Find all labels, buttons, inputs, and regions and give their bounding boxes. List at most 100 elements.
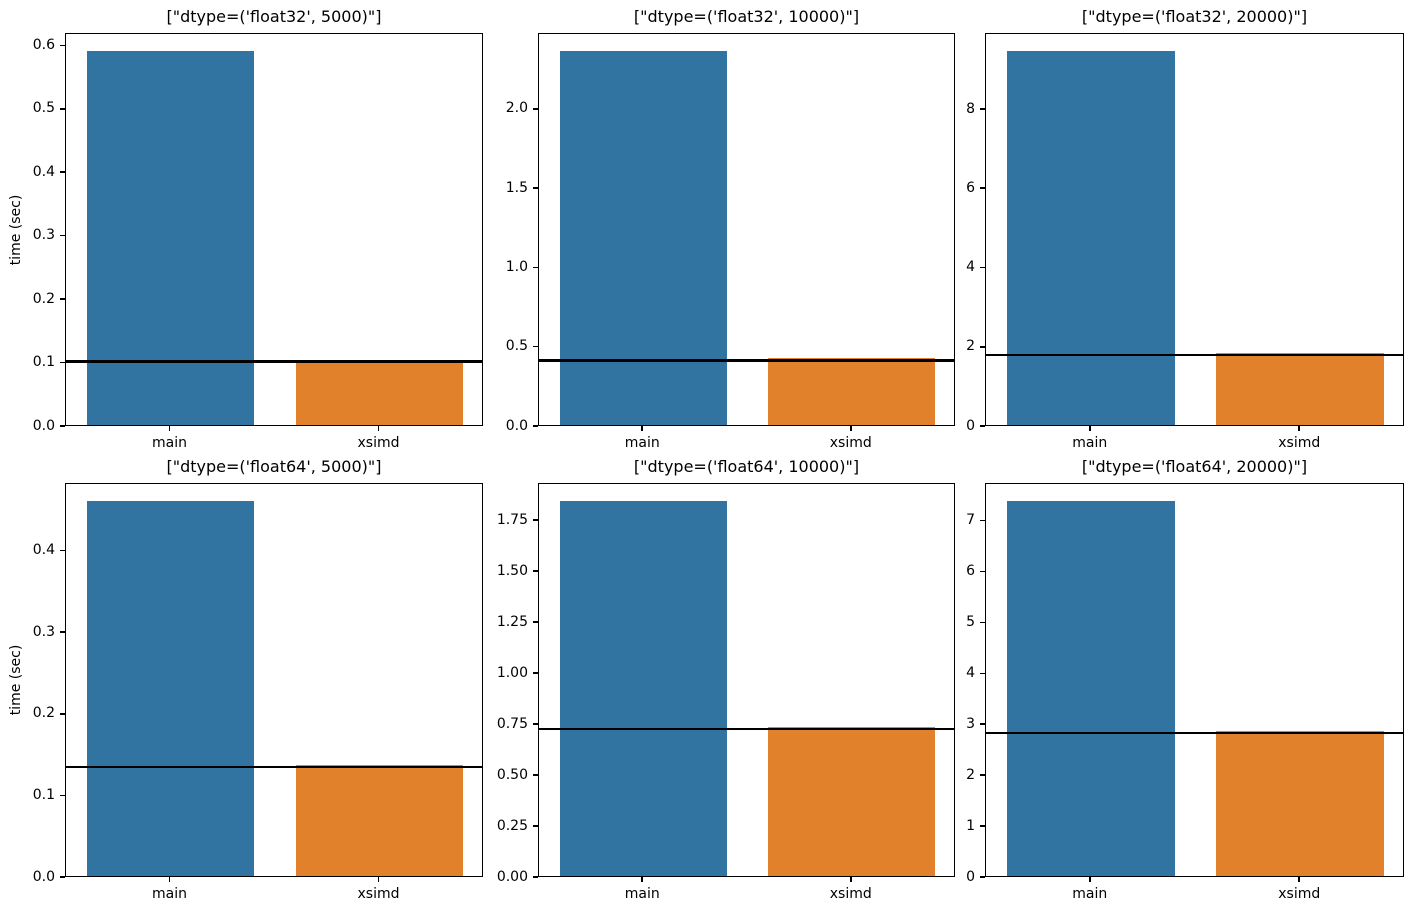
y-tick-mark [980,345,985,348]
y-tick-label: 8 [966,100,975,117]
bar-xsimd [768,727,936,876]
y-tick-mark [60,794,65,797]
x-tick-label: main [624,435,660,451]
y-tick-label: 2.0 [505,100,528,117]
y-tick-label: 0.6 [32,36,55,53]
x-tick-mark [1088,877,1091,882]
x-tick-mark [1298,877,1301,882]
y-tick-label: 0.0 [32,868,55,885]
bar-main [559,50,727,425]
y-tick-label: 0.25 [496,817,528,834]
y-tick-mark [60,44,65,47]
x-tick-label: xsimd [357,435,400,451]
y-tick-mark [533,672,538,674]
y-tick-mark [60,876,65,878]
y-tick-mark [533,825,538,827]
y-tick-mark [980,519,985,522]
subplot-title: ["dtype=('float64', 20000)"] [1081,457,1308,476]
x-tick-label: main [1072,886,1108,902]
reference-hline [986,731,1403,735]
y-tick-mark [533,519,538,521]
bar-main [1006,500,1175,876]
y-tick-label: 1.00 [496,664,528,681]
bar-xsimd [1216,730,1385,876]
axes-box [65,33,483,426]
y-tick-label: 6 [966,563,975,580]
y-axis-label: time (sec) [8,194,24,265]
y-tick-mark [533,621,538,623]
x-tick-label: xsimd [829,435,872,451]
y-tick-label: 7 [966,512,975,529]
y-tick-mark [980,672,985,675]
y-tick-mark [980,108,985,110]
y-tick-label: 2 [966,766,975,783]
bar-xsimd [1216,352,1385,425]
y-axis-label: time (sec) [8,644,24,716]
y-tick-label: 0.75 [496,715,528,732]
reference-hline [66,765,482,769]
y-tick-mark [60,549,65,552]
x-tick-mark [1088,426,1091,431]
y-tick-label: 6 [966,179,975,196]
x-tick-label: xsimd [829,886,872,902]
y-tick-mark [60,425,65,427]
y-tick-label: 1.0 [505,258,528,275]
y-tick-label: 0 [966,417,975,434]
y-tick-label: 0.0 [32,417,55,434]
y-tick-label: 1.5 [505,179,528,196]
bar-xsimd [295,359,464,425]
y-tick-mark [980,570,985,573]
subplot-title: ["dtype=('float32', 5000)"] [166,7,382,26]
y-tick-label: 2 [966,338,975,355]
x-tick-mark [168,877,171,882]
x-tick-mark [377,426,380,431]
bar-main [86,500,255,876]
y-tick-mark [60,631,65,634]
x-tick-label: main [624,886,660,902]
y-tick-label: 0.5 [32,100,55,117]
y-tick-mark [533,108,538,110]
bar-main [559,500,727,876]
y-tick-mark [60,298,65,300]
reference-hline [66,360,482,363]
x-tick-mark [641,426,644,431]
y-tick-mark [980,621,985,624]
x-tick-label: xsimd [1278,886,1321,902]
subplot-title: ["dtype=('float64', 10000)"] [633,457,860,476]
axes-box [538,483,955,877]
y-tick-label: 1.75 [496,511,528,528]
y-tick-label: 0.50 [496,766,528,783]
y-tick-label: 4 [966,664,975,681]
reference-hline [539,359,954,362]
y-tick-mark [60,108,65,110]
reference-hline [986,353,1403,357]
axes-box [65,483,483,877]
y-tick-mark [533,570,538,572]
y-tick-label: 3 [966,715,975,732]
y-tick-mark [980,266,985,269]
y-tick-label: 1.50 [496,562,528,579]
y-tick-label: 0.4 [32,163,55,180]
y-tick-label: 1.25 [496,613,528,630]
y-tick-mark [533,723,538,725]
y-tick-label: 0.5 [505,338,528,355]
x-tick-label: main [152,886,187,902]
y-tick-mark [533,345,538,348]
y-tick-label: 0.00 [496,868,528,885]
x-tick-mark [641,877,644,882]
x-tick-label: main [152,435,187,451]
x-tick-mark [168,426,171,431]
axes-box [985,483,1404,877]
y-tick-mark [60,361,65,364]
y-tick-label: 0.3 [32,623,55,640]
bar-main [1006,50,1175,425]
y-tick-mark [533,876,538,878]
x-tick-label: xsimd [357,886,400,902]
y-tick-label: 0.2 [32,705,55,722]
y-tick-label: 1 [966,817,975,834]
y-tick-mark [980,723,985,726]
y-tick-label: 0.1 [32,786,55,803]
y-tick-mark [60,713,65,715]
bar-xsimd [768,358,936,425]
y-tick-label: 0.1 [32,354,55,371]
